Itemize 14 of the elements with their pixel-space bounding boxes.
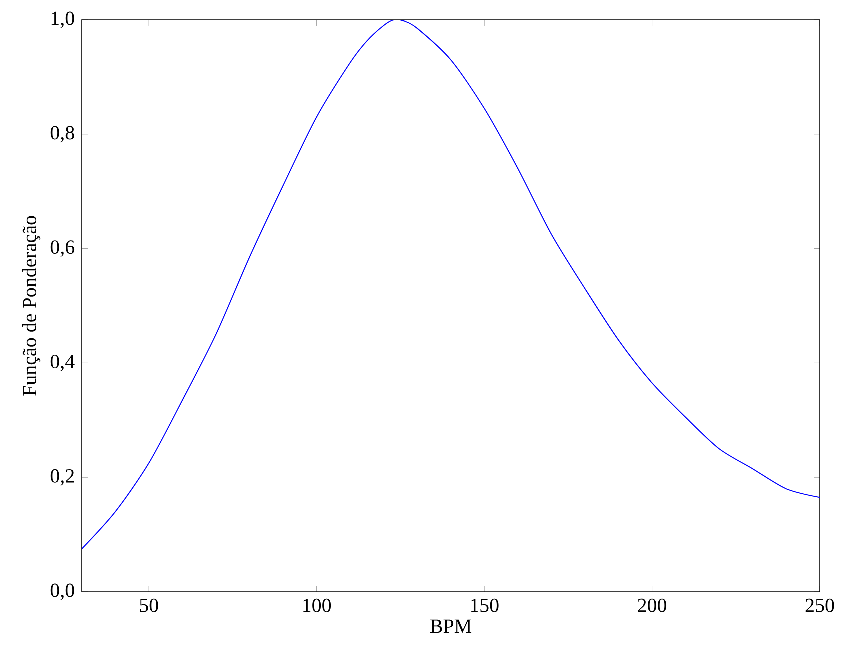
x-axis-title: BPM: [430, 620, 472, 634]
x-tick-label: 100: [304, 598, 332, 612]
y-tick-label: 0,8: [50, 126, 74, 143]
y-axis-title: Função de Ponderação: [22, 216, 41, 396]
y-tick-label: 0,0: [50, 584, 74, 600]
y-tick-label: 1,0: [52, 12, 74, 28]
y-tick-label: 0,6: [50, 240, 75, 257]
x-tick-label: 250: [806, 598, 834, 612]
x-tick-label: 200: [638, 598, 667, 612]
x-tick-label: 50: [140, 598, 158, 612]
y-tick-label: 0,2: [50, 469, 74, 486]
y-tick-label: 0,4: [50, 355, 75, 372]
x-tick-label: 150: [471, 598, 499, 612]
line-series: [82, 20, 820, 550]
